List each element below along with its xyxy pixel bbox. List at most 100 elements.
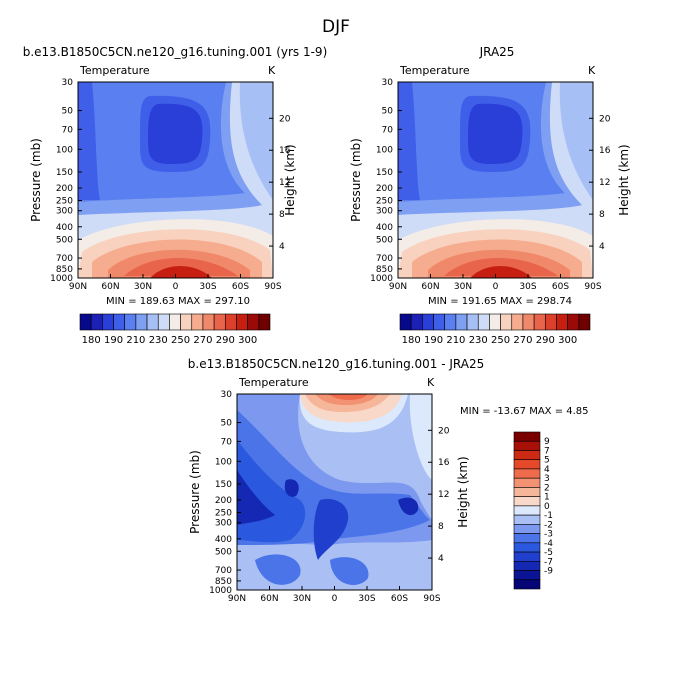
colorbar-box (513, 487, 541, 497)
colorbar-label: 7 (544, 446, 550, 456)
colorbar-box (513, 514, 541, 525)
y2-tick-label: 4 (438, 554, 444, 564)
colorbar-box (258, 313, 271, 331)
colorbar-box (79, 313, 92, 331)
panel-title: b.e13.B1850C5CN.ne120_g16.tuning.001 (yr… (23, 45, 328, 59)
colorbar-label: 230 (149, 335, 168, 346)
colorbar-label: 270 (513, 335, 532, 346)
colorbar-label: -2 (544, 520, 553, 530)
colorbar-label: 2 (544, 483, 550, 493)
min-max-text: MIN = -13.67 MAX = 4.85 (460, 406, 589, 417)
colorbar-box (236, 313, 248, 331)
colorbar-box (477, 313, 490, 331)
colorbar-label: 290 (216, 335, 235, 346)
colorbar-label: 1 (544, 493, 550, 503)
y2-tick-label: 12 (438, 490, 449, 500)
y-tick-label: 850 (56, 265, 73, 275)
fill-low-blob (255, 554, 301, 585)
y-tick-label: 150 (376, 168, 393, 178)
colorbar-label: 4 (544, 465, 550, 475)
fill-band-300 (150, 266, 212, 278)
y-tick-label: 500 (376, 235, 393, 245)
x-axis-ticks: 90N 60N 30N 0 30S 60S 90S (69, 274, 282, 292)
panel-units-label: K (588, 64, 596, 77)
colorbar-label: 210 (126, 335, 145, 346)
x-tick-label: 90N (228, 594, 246, 604)
y-tick-label: 300 (376, 207, 393, 217)
panel-difference: b.e13.B1850C5CN.ne120_g16.tuning.001 - J… (188, 357, 589, 604)
y-tick-label: 700 (215, 566, 232, 576)
x-tick-label: 60N (421, 282, 439, 292)
x-tick-label: 90S (584, 282, 601, 292)
y-tick-label: 850 (376, 265, 393, 275)
y-tick-label: 400 (56, 223, 73, 233)
fill-blob-30n (284, 479, 299, 497)
colorbar-label: -1 (544, 511, 553, 521)
fill-sh-light (409, 394, 432, 480)
y2-tick-label: 16 (438, 458, 450, 468)
contour-field (78, 82, 273, 278)
y2-axis-ticks: 20 16 12 8 4 (589, 114, 611, 252)
colorbar-box (410, 313, 423, 331)
x-tick-label: 30S (199, 282, 216, 292)
y-tick-label: 250 (56, 197, 73, 207)
y2-axis-ticks: 20 16 12 8 4 (269, 114, 291, 252)
colorbar-box (433, 313, 446, 331)
colorbar-box (544, 313, 557, 331)
contour-field (398, 82, 593, 278)
x-tick-label: 60N (260, 594, 278, 604)
x-tick-label: 30N (134, 282, 152, 292)
y2-tick-label: 4 (599, 242, 605, 252)
y2-tick-label: 20 (599, 114, 611, 124)
fill-tropopause-inner (468, 103, 523, 164)
colorbar-label: 250 (171, 335, 190, 346)
y2-axis-ticks: 20 16 12 8 4 (428, 426, 450, 564)
colorbar-label: 190 (104, 335, 123, 346)
fill-polar-deep (237, 470, 275, 525)
y-tick-label: 70 (62, 125, 74, 135)
colorbar-box (124, 313, 137, 331)
colorbar-label: 0 (544, 502, 550, 512)
colorbar-box (422, 313, 434, 331)
colorbar-box (113, 313, 126, 331)
panel-units-label: K (268, 64, 276, 77)
fill-warm-top-5 (328, 394, 368, 400)
colorbar-box (522, 313, 535, 331)
colorbar-box (513, 431, 541, 442)
panel-model: b.e13.B1850C5CN.ne120_g16.tuning.001 (yr… (23, 45, 328, 346)
colorbar-box (513, 440, 541, 451)
colorbar-box (513, 551, 541, 562)
colorbar-label: 300 (558, 335, 577, 346)
colorbar-box (513, 542, 541, 553)
colorbar-box (513, 450, 541, 461)
colorbar-label: 180 (402, 335, 421, 346)
colorbar-box (169, 313, 181, 331)
colorbar-box (578, 313, 591, 331)
colorbar-box (157, 313, 170, 331)
y2-tick-label: 16 (599, 146, 611, 156)
colorbar-box (513, 505, 541, 516)
panel-reanalysis: JRA25 Temperature K 90N 60N 30N 0 30S 60S 90S … (349, 45, 631, 346)
colorbar-box (90, 313, 103, 331)
y2-tick-label: 12 (599, 178, 610, 188)
y2-tick-label: 8 (438, 522, 444, 532)
y-tick-label: 150 (56, 168, 73, 178)
colorbar-box (224, 313, 237, 331)
colorbar-label: 3 (544, 474, 550, 484)
y-tick-label: 300 (215, 519, 232, 529)
x-tick-label: 60S (391, 594, 408, 604)
y-tick-label: 300 (56, 207, 73, 217)
y-tick-label: 30 (221, 390, 233, 400)
y-axis-label: Pressure (mb) (29, 138, 43, 222)
y-tick-label: 70 (221, 437, 233, 447)
panel-units-label: K (427, 376, 435, 389)
y2-tick-label: 4 (279, 242, 285, 252)
y-axis-label: Pressure (mb) (188, 450, 202, 534)
contour-field (237, 394, 432, 590)
colorbar-label: 190 (424, 335, 443, 346)
colorbar-box (191, 313, 204, 331)
y2-tick-label: 20 (279, 114, 291, 124)
fill-band-300 (470, 266, 532, 278)
